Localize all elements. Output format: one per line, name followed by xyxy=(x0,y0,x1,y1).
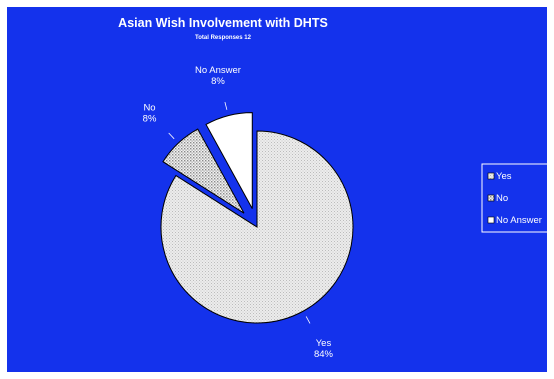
data-label-name-no: No xyxy=(143,103,155,114)
pie-slice-no xyxy=(162,128,245,214)
pie-chart: Asian Wish Involvement with DHTS Total R… xyxy=(7,7,547,372)
data-label-name-no-answer: No Answer xyxy=(195,65,241,76)
chart-frame: Asian Wish Involvement with DHTS Total R… xyxy=(7,7,547,372)
legend-label-no: No xyxy=(496,193,508,204)
data-label-value-no-answer: 8% xyxy=(211,76,225,87)
pie-slice-no-answer xyxy=(205,112,253,209)
legend-swatch-no xyxy=(487,194,495,202)
legend-swatch-yes xyxy=(487,172,495,180)
data-label-name-yes: Yes xyxy=(316,338,332,349)
chart-title: Asian Wish Involvement with DHTS xyxy=(118,16,328,30)
leader-line-no xyxy=(168,132,175,140)
legend-swatch-no-answer xyxy=(487,216,495,224)
leader-line-no-answer xyxy=(224,101,228,110)
leader-line-yes xyxy=(305,316,311,324)
pie-slices xyxy=(160,112,354,324)
pie-slice-yes xyxy=(160,130,354,324)
legend-label-yes: Yes xyxy=(496,171,512,182)
legend-item-yes: Yes xyxy=(487,171,512,182)
data-label-value-yes: 84% xyxy=(314,349,334,360)
legend-item-no-answer: No Answer xyxy=(487,215,542,226)
chart-subtitle: Total Responses 12 xyxy=(195,35,252,41)
legend-label-no-answer: No Answer xyxy=(496,215,542,226)
data-label-value-no: 8% xyxy=(143,114,157,125)
legend: Yes No No Answer xyxy=(481,163,547,233)
legend-item-no: No xyxy=(487,193,508,204)
